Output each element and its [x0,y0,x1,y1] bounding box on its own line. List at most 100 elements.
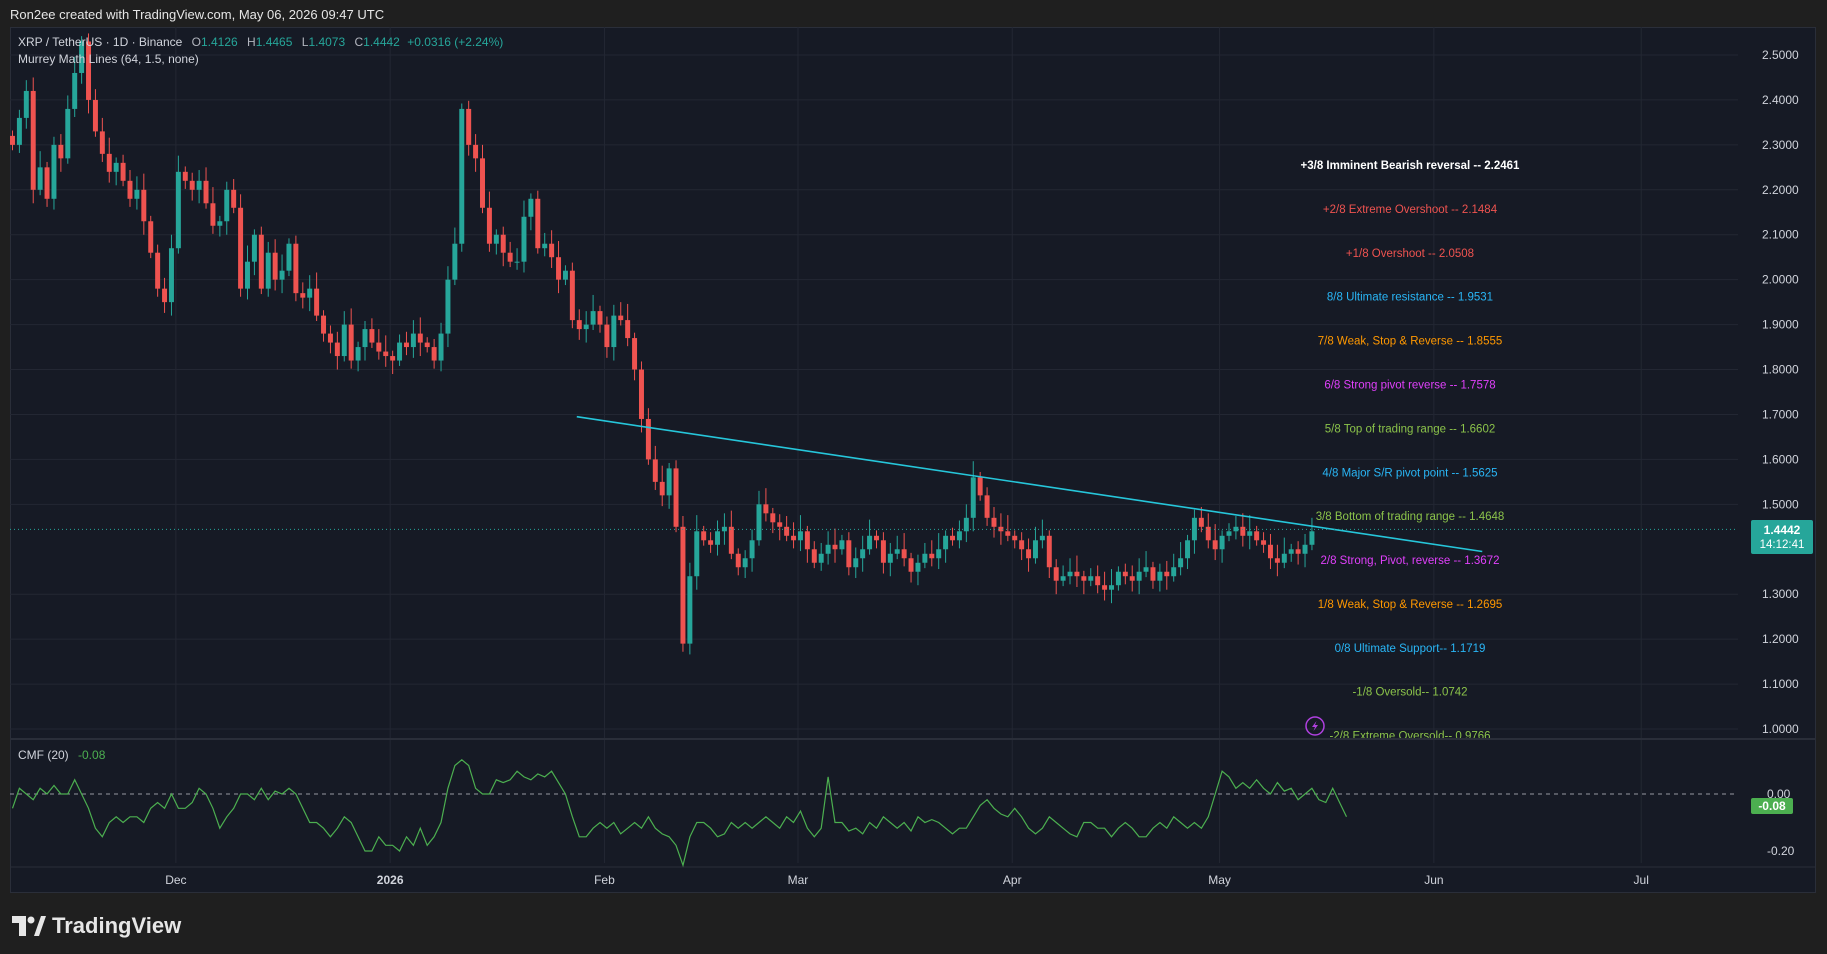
candle-body [1198,517,1204,527]
candle-body [1157,571,1163,581]
candle-body [1074,571,1080,577]
indicator-row[interactable]: Murrey Math Lines (64, 1.5, none) [18,52,199,66]
price-tick-label: 2.4000 [1762,93,1799,107]
candle-body [1046,535,1052,568]
price-axis[interactable]: 2.5000 2.4000 2.3000 2.2000 2.1000 2.0000 1.90… [1762,48,1799,736]
time-tick-label: May [1208,873,1231,887]
candle-body [894,549,900,554]
candle-body [867,535,873,550]
candle-body [445,279,451,334]
candle-body [818,553,824,563]
candle-body [231,189,237,208]
candle-body [763,504,769,514]
candle-body [853,558,859,568]
candle-body [1032,540,1038,559]
candle-body [922,553,928,563]
candle-body [1171,567,1177,577]
candle-body [417,333,423,343]
candle-body [148,221,154,253]
candle-body [874,535,879,541]
time-tick-label: Jul [1634,873,1649,887]
candle-body [687,576,693,644]
candle-body [715,531,721,545]
cmf-badge-value: -0.08 [1758,799,1786,813]
candle-body [756,504,762,541]
candle-body [65,108,71,159]
candle-body [10,135,15,145]
footer [0,893,1827,954]
candle-body [1267,544,1273,559]
murrey-line-label: 7/8 Weak, Stop & Reverse -- 1.8555 [1318,336,1503,348]
candle-body [804,531,810,550]
candle-body [1102,585,1108,590]
candle-body [486,207,492,244]
candle-body [348,324,354,361]
candle-body [749,540,755,559]
candle-body [238,207,244,289]
chart-frame[interactable] [10,27,1816,893]
candle-body [1109,585,1114,590]
candle-body [293,243,299,294]
time-axis[interactable]: Dec 2026 Feb Mar Apr May Jun Jul [165,873,1649,887]
top-bar: Ron2ee created with TradingView.com, May… [0,0,1827,27]
candle-body [1122,571,1128,577]
candle-body [410,333,416,348]
candle-body [113,162,119,172]
ohlc-open-label: O [191,35,201,49]
candle-body [680,526,686,644]
tradingview-logo[interactable]: TradingView [12,913,181,939]
ohlc-change: +0.0316 (+2.24%) [407,35,504,49]
candle-body [576,320,582,330]
murrey-line-label: +1/8 Overshoot -- 2.0508 [1346,248,1474,260]
candle-body [770,513,776,523]
candle-body [998,526,1004,532]
alert-icon[interactable] [1305,716,1325,736]
candle-body [880,540,886,563]
candle-body [58,144,64,159]
candle-body [1115,571,1121,586]
candle-body [797,531,803,541]
candle-body [777,522,783,527]
ohlc-low: 1.4073 [308,35,346,49]
candle-body [549,243,555,258]
candle-body [514,261,520,263]
candle-body [742,558,748,568]
candle-body [175,171,181,249]
cmf-tick-label: 0.00 [1767,787,1791,801]
candle-body [908,558,914,572]
chart-canvas[interactable]: +3/8 Imminent Bearish reversal -- 2.2461… [10,27,1816,893]
candle-body [860,549,866,559]
candle-body [1274,558,1280,563]
candle-body [583,324,589,330]
candle-body [1012,535,1018,541]
candle-body [376,342,382,352]
descending-trendline[interactable] [576,415,1483,553]
candle-body [963,517,969,532]
cmf-title: CMF (20) [18,748,69,762]
candle-body [1088,576,1094,581]
candle-body [459,108,465,244]
candle-body [1295,549,1301,554]
murrey-line-label: 4/8 Major S/R pivot point -- 1.5625 [1322,467,1497,479]
murrey-line-label: 8/8 Ultimate resistance -- 1.9531 [1327,292,1493,304]
cmf-pane: 0.00 -0.20 [10,759,1795,868]
murrey-line-label: 2/8 Strong, Pivot, reverse -- 1.3672 [1321,555,1500,567]
candle-body [784,526,790,536]
candle-body [701,531,707,541]
candle-body [99,131,105,154]
candle-body [887,553,893,563]
candle-body [721,526,727,532]
candle-body [950,535,956,541]
candle-body [480,158,485,208]
candle-body [1129,576,1135,581]
alert-icon-ring [1305,716,1325,736]
candle-body [30,90,36,190]
symbol-row: XRP / TetherUS · 1D · Binance O1.4126 H1… [18,34,503,51]
candle-body [915,562,921,572]
symbol-title[interactable]: XRP / TetherUS · 1D · Binance [18,35,183,49]
candle-body [127,180,133,199]
candle-body [265,252,271,289]
cmf-legend[interactable]: CMF (20) -0.08 [18,748,105,762]
candle-body [106,153,112,172]
candle-body [728,526,734,554]
